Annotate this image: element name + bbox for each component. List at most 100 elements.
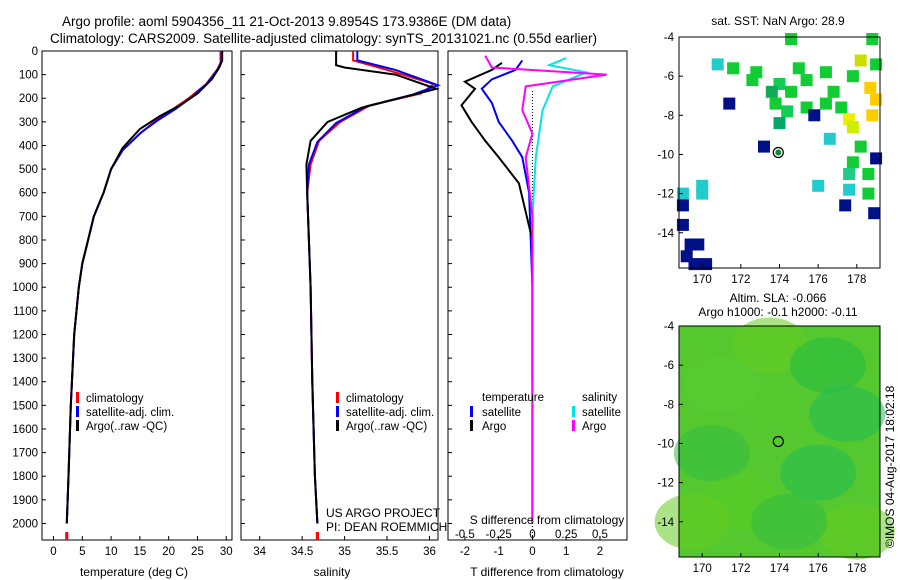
sst-cell [769, 97, 782, 110]
legend-swatch-satellite [336, 406, 339, 417]
y-tick-label: 100 [19, 70, 38, 82]
sst-map-panel: 170 172 174 176 178 -4 -6 -8 -10 -12 -14 [657, 32, 883, 286]
sst-cell [870, 93, 883, 106]
x-tick-label: -2 [460, 546, 470, 558]
temperature-panel: 0100200300400500600700800900100011001200… [12, 46, 232, 558]
y-tick-label: 500 [19, 164, 38, 176]
legend-label-climatology: climatology [86, 393, 144, 405]
x-tick-label: 34 [253, 546, 266, 558]
legend-swatch-climatology [336, 392, 339, 403]
sst-cell [868, 207, 881, 220]
t-difference-axis-label: T difference from climatology [470, 565, 624, 579]
x-tick-label: 1 [563, 546, 569, 558]
panel-frame [240, 50, 439, 541]
y-tick-label: 1000 [12, 282, 38, 294]
lat-tick-label: -6 [664, 360, 674, 372]
sst-cell [785, 85, 798, 98]
sst-cell [864, 81, 877, 94]
legend-heading-temperature: temperature [482, 392, 544, 404]
x-tick-label: 0 [50, 546, 56, 558]
sla-patch [654, 493, 731, 550]
sla-patch [789, 337, 866, 394]
y-tick-label: 2000 [12, 518, 38, 530]
series-line-climatology [306, 51, 437, 524]
figure-title-line2: Climatology: CARS2009. Satellite-adjuste… [50, 31, 597, 46]
sst-cell [812, 179, 825, 192]
lat-tick-label: -14 [657, 228, 674, 240]
lon-tick-label: 170 [693, 274, 712, 286]
sst-cell [846, 70, 859, 83]
y-tick-label: 200 [19, 93, 38, 105]
y-tick-label: 1700 [12, 448, 38, 460]
difference-legend: temperature satellite Argo salinity sate… [470, 392, 621, 433]
sst-cell [827, 85, 840, 98]
lat-tick-label: -8 [664, 399, 674, 411]
legend-label-satellite: satellite-adj. clim. [346, 407, 434, 419]
series-line-temperature-satellite [480, 59, 534, 524]
x-tick-label: 30 [220, 546, 233, 558]
sst-cell [711, 58, 724, 71]
lat-tick-label: -4 [664, 321, 675, 333]
lon-tick-label: 176 [809, 274, 828, 286]
legend-label-sal-argo: Argo [582, 421, 606, 433]
sst-cell [700, 258, 713, 271]
sst-cell [866, 33, 879, 45]
s-difference-axis-label: S difference from climatology [470, 513, 625, 527]
x-tick-label: 2 [597, 546, 603, 558]
legend-label-satellite: satellite-adj. clim. [86, 407, 174, 419]
y-tick-label: 1600 [12, 424, 38, 436]
sst-cell [870, 152, 883, 165]
panel-frame [447, 50, 628, 541]
sst-cell [781, 105, 794, 118]
series-line-argo-raw-qc [65, 51, 224, 524]
legend-swatch-temp-satellite [470, 406, 473, 417]
y-tick-label: 1100 [13, 306, 38, 318]
sst-cell [696, 187, 709, 200]
salinity-panel: 34 34.5 35 35.5 36 [240, 50, 441, 558]
panel-frame [41, 50, 233, 541]
x-tick-label: 10 [105, 546, 118, 558]
sst-cell [843, 168, 856, 180]
sla-patch [673, 425, 750, 482]
temperature-axis-label: temperature (deg C) [80, 565, 188, 579]
x-tick-label: 35 [338, 546, 351, 558]
sst-cell [688, 258, 701, 271]
x-tick-label: 35.5 [376, 546, 398, 558]
lon-tick-label: 176 [809, 563, 828, 575]
sst-cell [800, 74, 813, 87]
x-tick-label: 34.5 [291, 546, 313, 558]
sst-cell [676, 199, 689, 212]
lon-tick-label: 172 [731, 563, 750, 575]
y-tick-label: 1900 [12, 495, 38, 507]
sst-cell [723, 97, 736, 110]
x-tick-label: 20 [162, 546, 175, 558]
s-tick-label: -0.5 [455, 529, 475, 541]
sst-cell [765, 85, 778, 98]
y-tick-label: 400 [19, 140, 38, 152]
sst-cell [823, 132, 836, 145]
sst-cell [773, 117, 786, 130]
temperature-legend: climatology satellite-adj. clim. Argo(..… [76, 392, 174, 433]
argo-location-marker [772, 146, 784, 159]
y-tick-label: 600 [19, 188, 38, 200]
sla-patch [683, 356, 760, 413]
sst-cell [819, 66, 832, 79]
lon-tick-label: 170 [693, 563, 712, 575]
sla-patch [809, 386, 886, 443]
lat-tick-label: -8 [664, 110, 674, 122]
pi-credit: PI: DEAN ROEMMICH [326, 520, 447, 534]
sst-cell [785, 33, 798, 45]
figure-title-line1: Argo profile: aoml 5904356_11 21-Oct-201… [62, 14, 511, 29]
sst-map-title: sat. SST: NaN Argo: 28.9 [711, 14, 845, 28]
legend-swatch-satellite [76, 406, 79, 417]
sst-cell [870, 58, 883, 71]
sla-patch [780, 444, 857, 501]
sla-patch [818, 503, 895, 560]
legend-label-argo: Argo(..raw -QC) [346, 421, 427, 433]
lat-tick-label: -12 [657, 478, 674, 490]
x-tick-label: 25 [191, 546, 204, 558]
legend-swatch-argo [76, 420, 79, 431]
sst-cell [746, 74, 759, 87]
series-line-temperature-argo [460, 61, 534, 382]
